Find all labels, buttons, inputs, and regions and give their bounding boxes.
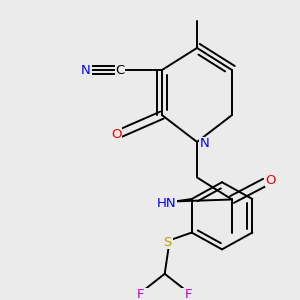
Text: F: F (137, 288, 144, 300)
Text: N: N (200, 137, 210, 150)
Text: C: C (116, 64, 124, 76)
Text: F: F (185, 288, 192, 300)
Text: O: O (111, 128, 121, 141)
Text: HN: HN (157, 197, 177, 210)
Text: O: O (266, 174, 276, 187)
Text: S: S (164, 236, 172, 249)
Text: N: N (81, 64, 91, 76)
